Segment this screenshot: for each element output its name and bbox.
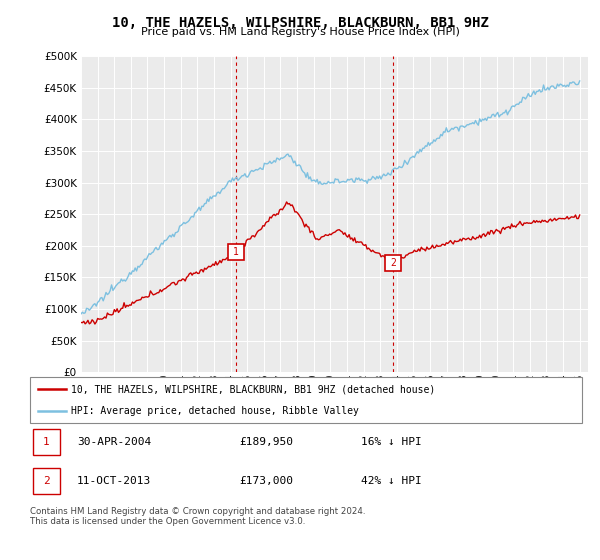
Text: 10, THE HAZELS, WILPSHIRE, BLACKBURN, BB1 9HZ: 10, THE HAZELS, WILPSHIRE, BLACKBURN, BB… xyxy=(112,16,488,30)
Text: 11-OCT-2013: 11-OCT-2013 xyxy=(77,475,151,486)
FancyBboxPatch shape xyxy=(33,430,61,455)
Text: 30-APR-2004: 30-APR-2004 xyxy=(77,437,151,447)
Text: £189,950: £189,950 xyxy=(240,437,294,447)
Text: 1: 1 xyxy=(43,437,50,447)
Text: Contains HM Land Registry data © Crown copyright and database right 2024.
This d: Contains HM Land Registry data © Crown c… xyxy=(30,507,365,526)
Text: 2: 2 xyxy=(390,258,396,268)
FancyBboxPatch shape xyxy=(33,468,61,493)
FancyBboxPatch shape xyxy=(30,377,582,423)
Text: 10, THE HAZELS, WILPSHIRE, BLACKBURN, BB1 9HZ (detached house): 10, THE HAZELS, WILPSHIRE, BLACKBURN, BB… xyxy=(71,384,436,394)
Text: 2: 2 xyxy=(43,475,50,486)
Text: £173,000: £173,000 xyxy=(240,475,294,486)
Text: Price paid vs. HM Land Registry's House Price Index (HPI): Price paid vs. HM Land Registry's House … xyxy=(140,27,460,37)
Text: 1: 1 xyxy=(233,247,239,257)
Text: 42% ↓ HPI: 42% ↓ HPI xyxy=(361,475,422,486)
Text: 16% ↓ HPI: 16% ↓ HPI xyxy=(361,437,422,447)
Text: HPI: Average price, detached house, Ribble Valley: HPI: Average price, detached house, Ribb… xyxy=(71,407,359,416)
